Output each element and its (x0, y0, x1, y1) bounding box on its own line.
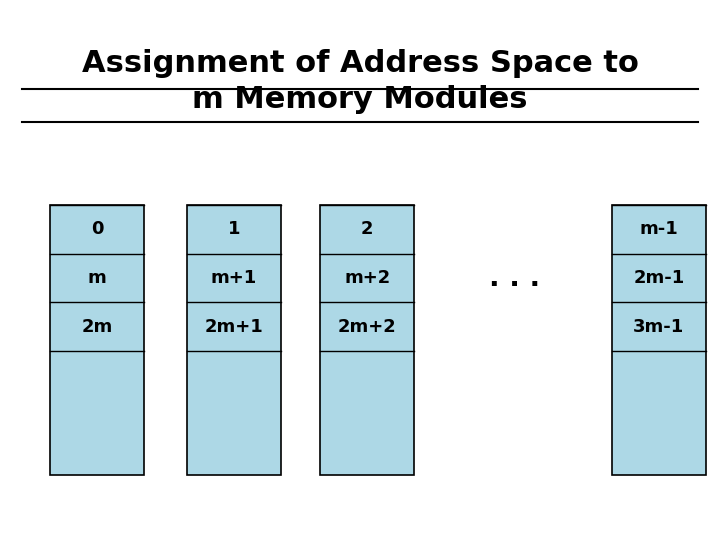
Text: 3m-1: 3m-1 (633, 318, 685, 336)
Text: 2m+1: 2m+1 (204, 318, 264, 336)
Text: m+2: m+2 (344, 269, 390, 287)
Text: m: m (88, 269, 107, 287)
Bar (320, 205, 414, 475)
Bar (50, 205, 144, 475)
Text: . . .: . . . (489, 264, 541, 292)
Bar (187, 205, 281, 475)
Text: 2m-1: 2m-1 (633, 269, 685, 287)
Text: 2m: 2m (81, 318, 113, 336)
Text: 2: 2 (361, 220, 374, 239)
Text: 2m+2: 2m+2 (338, 318, 397, 336)
Text: m+1: m+1 (211, 269, 257, 287)
Text: Assignment of Address Space to
m Memory Modules: Assignment of Address Space to m Memory … (81, 49, 639, 113)
Text: 0: 0 (91, 220, 104, 239)
Text: 1: 1 (228, 220, 240, 239)
Text: m-1: m-1 (639, 220, 678, 239)
Bar (612, 205, 706, 475)
